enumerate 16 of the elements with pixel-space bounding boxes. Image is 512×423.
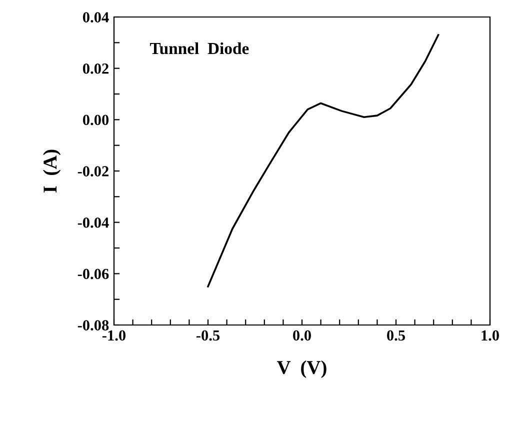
y-tick-label: 0.00 xyxy=(82,114,109,126)
x-tick-label: 0.5 xyxy=(387,330,405,341)
x-tick-label: 1.0 xyxy=(482,330,499,341)
annotation: Tunnel Diode xyxy=(150,42,249,54)
y-tick-label: -0.08 xyxy=(78,320,109,331)
y-tick-label: -0.02 xyxy=(78,166,108,177)
y-tick-label: 0.04 xyxy=(82,12,109,23)
x-axis-title: V (V) xyxy=(277,360,326,378)
y-tick-label: 0.02 xyxy=(82,63,108,74)
x-tick-label: 0.0 xyxy=(293,330,311,341)
line-series xyxy=(207,34,440,288)
y-tick-label: -0.04 xyxy=(78,217,109,228)
y-axis-title: I (A) xyxy=(43,150,61,192)
y-tick-label: -0.06 xyxy=(78,268,109,280)
x-tick-label: -1.0 xyxy=(102,330,126,341)
x-tick-label: -0.5 xyxy=(196,330,220,341)
